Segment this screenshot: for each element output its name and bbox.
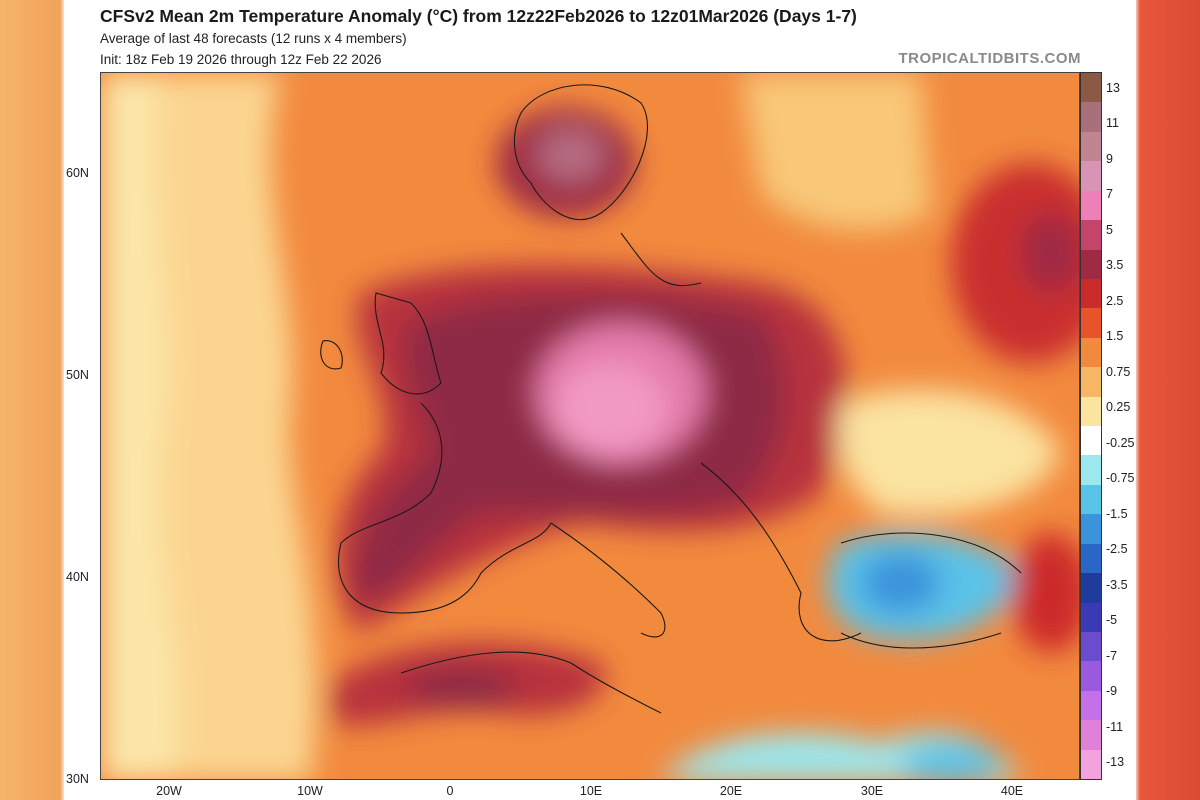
lat-label-40n: 40N [66, 570, 89, 584]
lon-label-20e: 20E [719, 784, 743, 798]
colorbar-tick-label: -9 [1106, 684, 1118, 699]
colorbar-segment [1081, 543, 1101, 574]
colorbar-segment [1081, 631, 1101, 662]
colorbar-segment [1081, 367, 1101, 398]
colorbar-segment [1081, 484, 1101, 515]
colorbar-tick-label: -5 [1106, 613, 1118, 628]
colorbar-tick-label: 5 [1106, 222, 1113, 237]
colorbar-segment [1081, 337, 1101, 368]
lon-label-30e: 30E [860, 784, 884, 798]
colorbar-segment [1081, 278, 1101, 309]
colorbar-tick-label: -0.75 [1106, 471, 1135, 486]
colorbar-segment [1081, 426, 1101, 456]
colorbar-tick-label: -0.25 [1106, 435, 1135, 450]
chart-subtitle-init: Init: 18z Feb 19 2026 through 12z Feb 22… [100, 52, 382, 67]
chart-title: CFSv2 Mean 2m Temperature Anomaly (°C) f… [100, 6, 857, 26]
colorbar-tick-label: 1.5 [1106, 329, 1124, 344]
colorbar-segment [1081, 720, 1101, 751]
colorbar-segment [1081, 190, 1101, 221]
colorbar-tick-label: -3.5 [1106, 577, 1128, 592]
colorbar-segment [1081, 396, 1101, 427]
lon-label-20w: 20W [156, 784, 182, 798]
colorbar-segment [1081, 131, 1101, 162]
temperature-anomaly-map [100, 72, 1080, 780]
colorbar-tick-label: -2.5 [1106, 542, 1128, 557]
brand-watermark: TROPICALTIDBITS.COM [898, 50, 1081, 67]
colorbar-tick-label: -1.5 [1106, 506, 1128, 521]
colorbar-segment [1081, 661, 1101, 692]
colorbar-segment [1081, 161, 1101, 192]
colorbar-tick-label: -13 [1106, 755, 1125, 769]
colorbar [1080, 72, 1102, 780]
colorbar-segment [1081, 220, 1101, 250]
chart-subtitle-forecasts: Average of last 48 forecasts (12 runs x … [100, 31, 407, 46]
colorbar-segment [1081, 573, 1101, 603]
colorbar-tick-label: 2.5 [1106, 293, 1124, 308]
anomaly-field [101, 73, 1079, 779]
colorbar-tick-label: -11 [1106, 719, 1124, 734]
colorbar-segment [1081, 73, 1101, 103]
lon-label-10e: 10E [579, 784, 603, 798]
coastlines [320, 84, 1022, 714]
colorbar-tick-label: 9 [1106, 151, 1113, 166]
lat-label-50n: 50N [66, 368, 89, 382]
lon-label-0: 0 [446, 784, 454, 798]
colorbar-segment [1081, 249, 1101, 280]
lon-label-40e: 40E [1000, 784, 1024, 798]
colorbar-segment [1081, 455, 1101, 486]
colorbar-segment [1081, 749, 1101, 780]
colorbar-tick-label: 11 [1106, 116, 1119, 131]
lat-label-30n: 30N [66, 772, 89, 786]
colorbar-tick-label: 7 [1106, 187, 1113, 202]
lon-label-10w: 10W [297, 784, 323, 798]
colorbar-segment [1081, 102, 1101, 133]
colorbar-tick-label: 0.25 [1106, 400, 1131, 415]
map-canvas [101, 73, 1079, 779]
lat-label-60n: 60N [66, 166, 89, 180]
colorbar-tick-label: 3.5 [1106, 258, 1124, 273]
colorbar-segment [1081, 602, 1101, 633]
colorbar-tick-label: 13 [1106, 81, 1120, 95]
colorbar-segment [1081, 308, 1101, 339]
colorbar-segment [1081, 514, 1101, 545]
colorbar-tick-label: -7 [1106, 648, 1118, 663]
colorbar-segment [1081, 690, 1101, 721]
colorbar-tick-label: 0.75 [1106, 364, 1131, 379]
